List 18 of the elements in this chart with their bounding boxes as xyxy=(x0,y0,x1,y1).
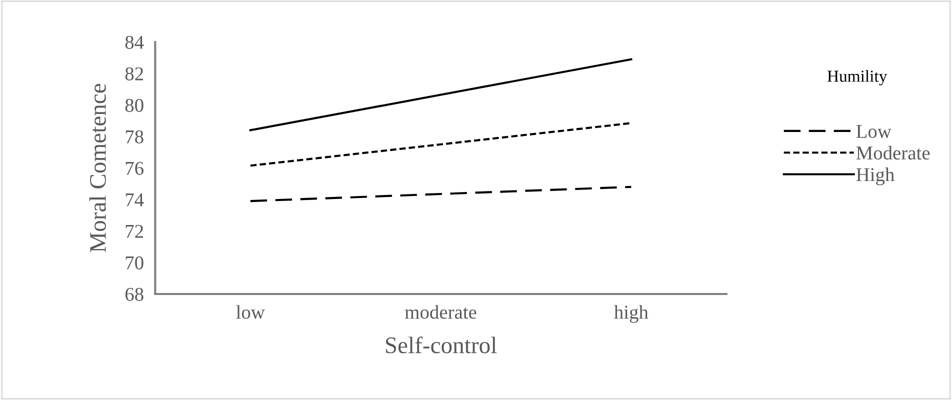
y-tick-label: 72 xyxy=(126,224,143,238)
y-axis-title: Moral Cometence xyxy=(89,84,106,252)
y-tick-label: 74 xyxy=(126,193,144,206)
y-tick-label: 70 xyxy=(126,256,144,270)
x-axis-title: Self-control xyxy=(386,336,497,354)
y-tick-label: 78 xyxy=(126,130,144,144)
x-tick-label: high xyxy=(614,305,648,323)
y-tick-label: 80 xyxy=(125,98,144,112)
legend-label: Low xyxy=(856,125,892,138)
y-tick-label: 84 xyxy=(125,36,144,49)
y-tick-label: 82 xyxy=(125,67,143,80)
x-tick-label: moderate xyxy=(405,305,476,319)
y-tick-label: 76 xyxy=(126,162,144,175)
legend-title: Humility xyxy=(827,70,888,86)
legend-label: High xyxy=(856,168,894,186)
x-tick-label: low xyxy=(236,305,265,319)
legend-label: Moderate xyxy=(856,146,930,160)
y-tick-label: 68 xyxy=(125,288,144,301)
